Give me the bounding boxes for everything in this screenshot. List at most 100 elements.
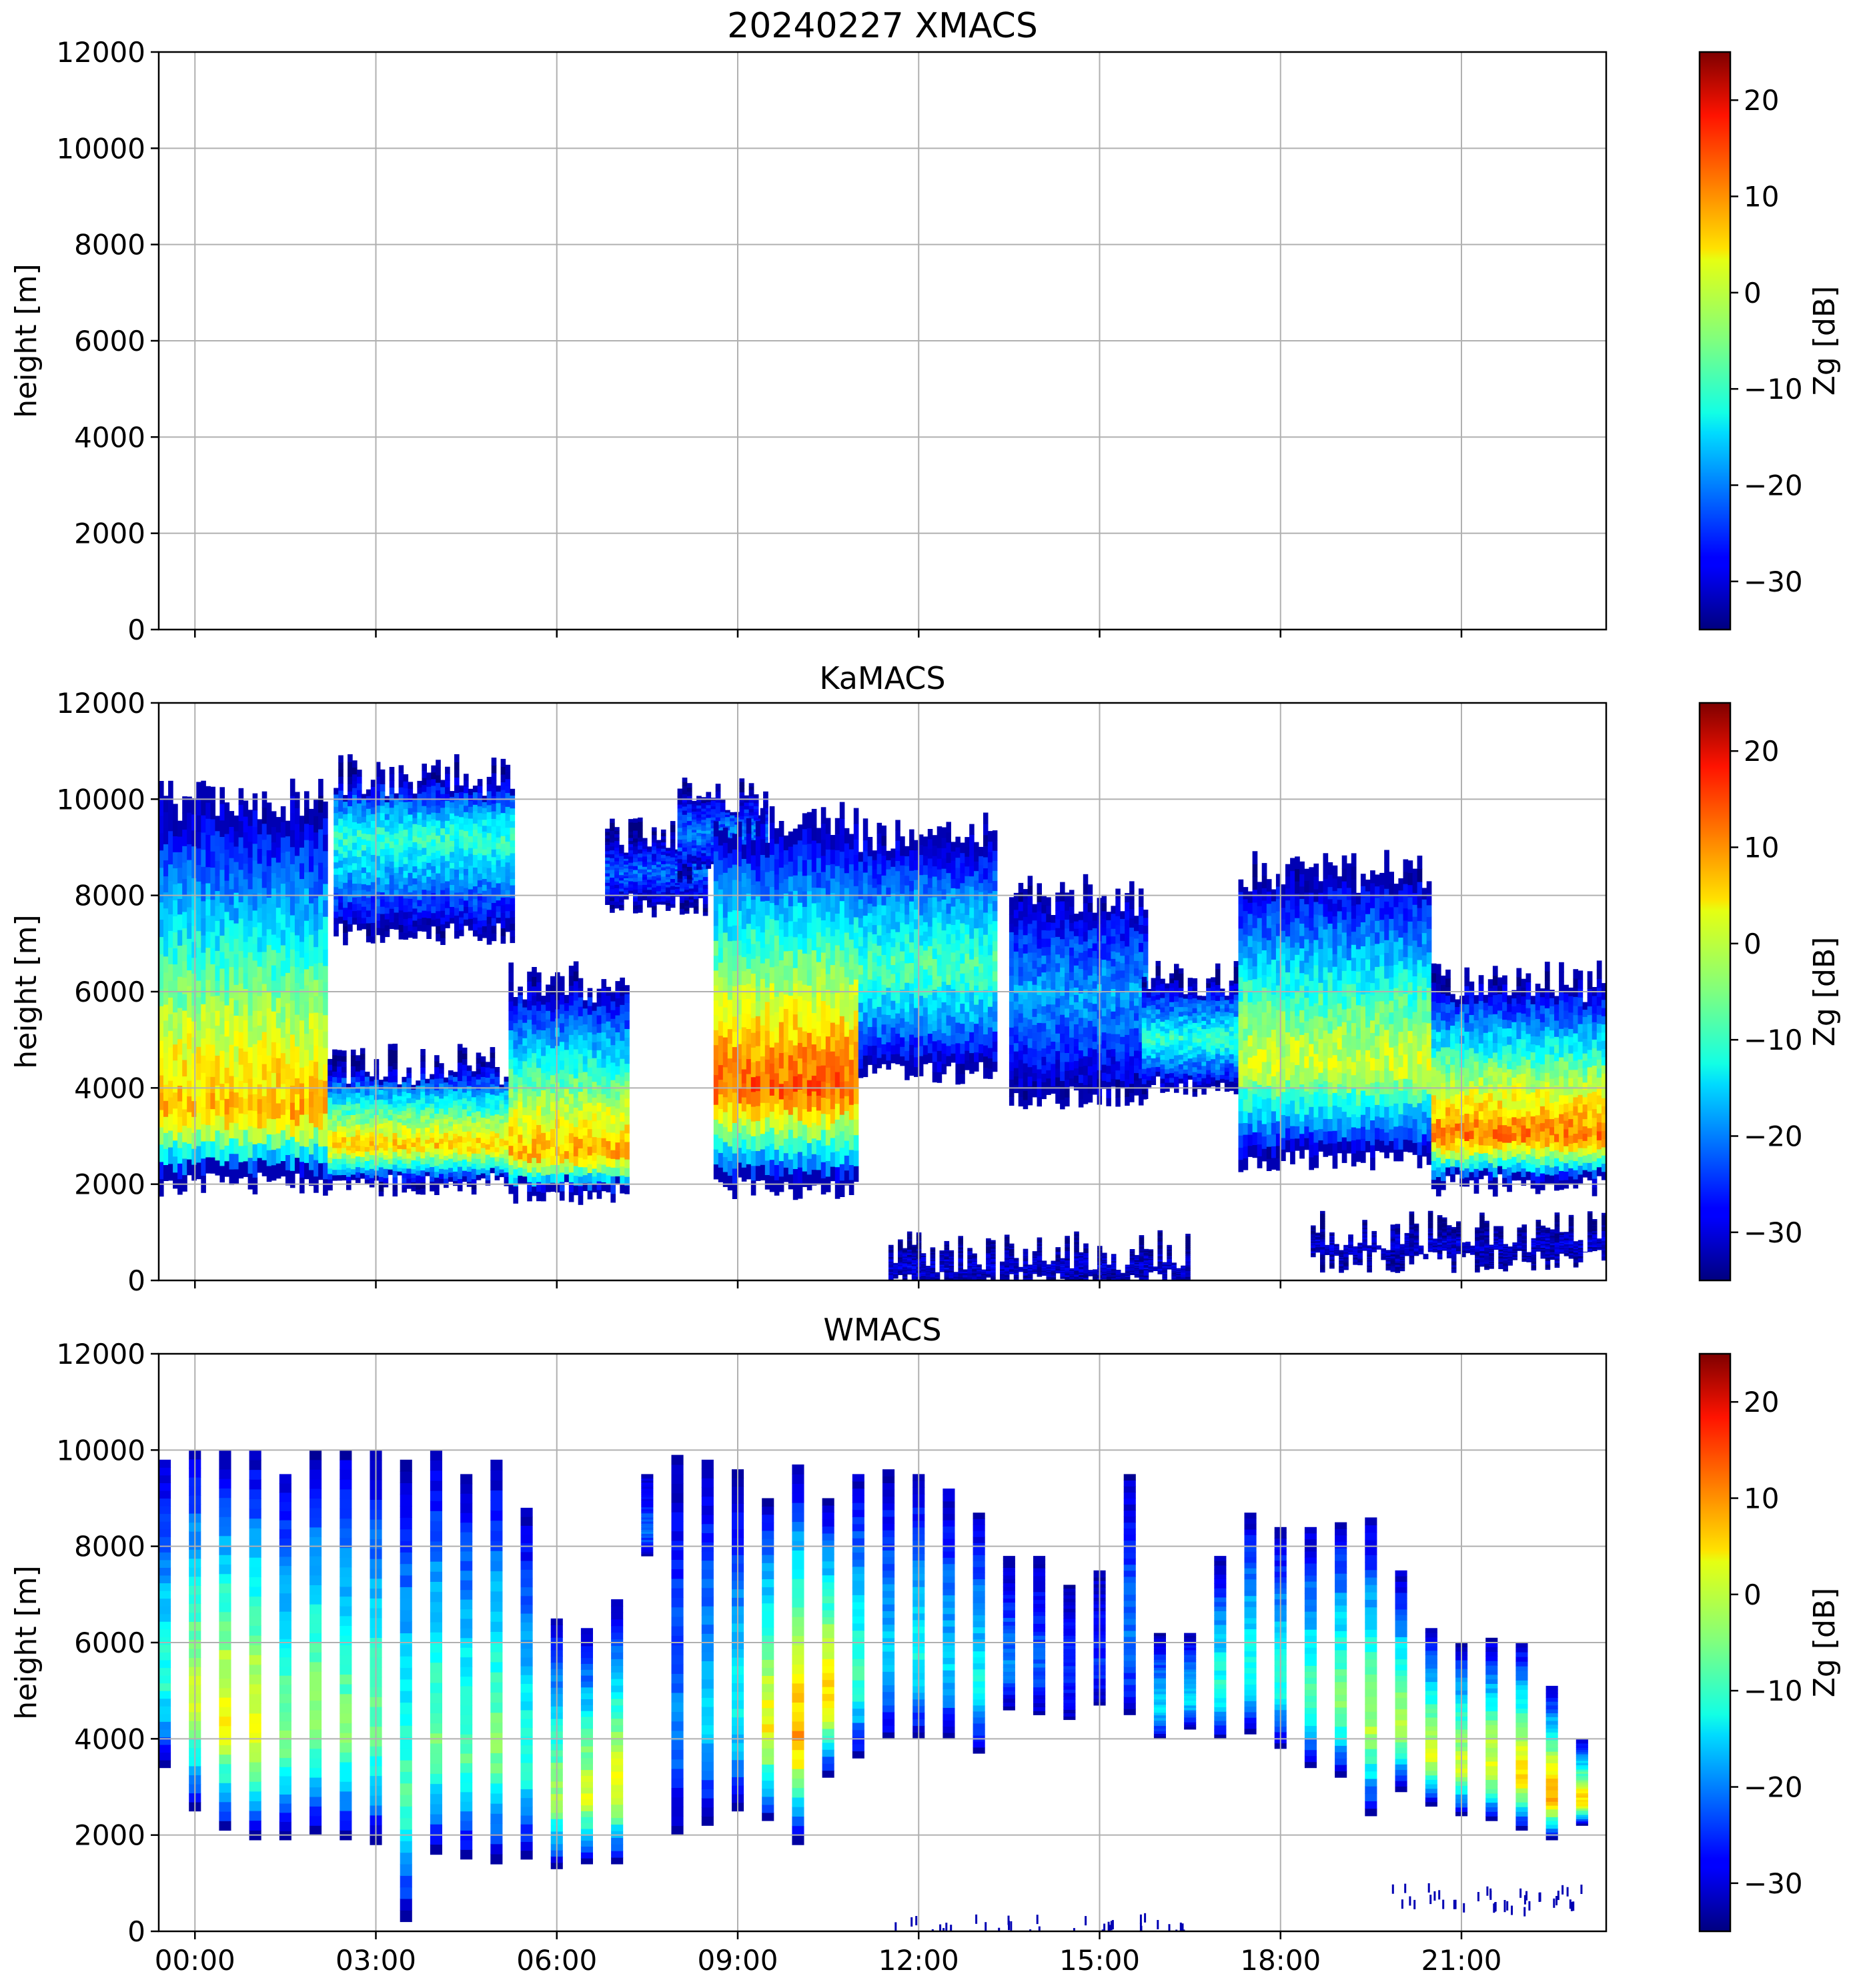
echo-cell — [624, 1072, 630, 1082]
echo-cell — [642, 846, 648, 849]
echo-cell — [182, 1174, 187, 1192]
echo-cell — [686, 820, 692, 826]
echo-cell — [546, 1183, 551, 1192]
echo-cell — [513, 1074, 518, 1084]
echo-cell — [610, 1001, 616, 1010]
echo-cell — [224, 989, 230, 1006]
echo-cell — [505, 890, 511, 898]
echo-cell — [275, 1028, 281, 1044]
echo-cell — [440, 814, 446, 822]
echo-cell — [482, 825, 488, 832]
echo-cell — [500, 858, 506, 867]
echo-cell — [247, 1078, 253, 1095]
echo-cell — [706, 833, 712, 838]
echo-cell — [550, 1074, 556, 1084]
echo-cell — [243, 878, 249, 895]
echo-cell — [210, 964, 215, 980]
echo-cell — [582, 1111, 588, 1120]
echo-cell — [420, 1115, 426, 1122]
echo-cell — [361, 861, 367, 868]
echo-cell — [564, 1057, 570, 1066]
echo-cell — [205, 979, 211, 996]
echo-cell — [633, 870, 638, 874]
echo-cell — [601, 1084, 607, 1094]
echo-cell — [702, 892, 708, 897]
echo-cell — [205, 915, 211, 932]
echo-cell — [587, 1128, 593, 1138]
echo-cell — [684, 902, 690, 906]
echo-cell — [434, 1160, 440, 1166]
echo-cell — [380, 914, 386, 922]
echo-cell — [389, 774, 395, 781]
echo-cell — [229, 920, 235, 936]
echo-cell — [504, 1176, 510, 1182]
echo-cell — [252, 910, 258, 928]
echo-cell — [764, 972, 770, 988]
echo-cell — [720, 814, 726, 818]
echo-cell — [454, 869, 460, 878]
echo-cell — [778, 1130, 784, 1146]
echo-cell — [727, 1160, 733, 1176]
echo-cell — [457, 1184, 463, 1192]
echo-cell — [797, 824, 803, 841]
echo-cell — [332, 1153, 338, 1159]
echo-cell — [806, 1064, 812, 1080]
echo-cell — [334, 806, 339, 814]
echo-cell — [412, 854, 418, 860]
echo-cell — [806, 1158, 812, 1175]
echo-cell — [750, 1150, 756, 1166]
echo-cell — [500, 805, 506, 814]
echo-cell — [285, 1109, 291, 1125]
echo-cell — [196, 947, 201, 964]
echo-cell — [238, 836, 244, 854]
echo-cell — [615, 1066, 620, 1075]
echo-cell — [406, 1108, 412, 1114]
echo-cell — [350, 1136, 356, 1142]
echo-cell — [243, 894, 249, 911]
echo-cell — [802, 1124, 808, 1140]
echo-cell — [430, 1108, 435, 1114]
echo-cell — [394, 889, 400, 896]
echo-cell — [159, 1058, 164, 1076]
echo-cell — [309, 1170, 314, 1186]
echo-cell — [280, 822, 286, 838]
echo-cell — [532, 1167, 537, 1177]
echo-cell — [266, 960, 272, 977]
echo-cell — [426, 834, 432, 842]
echo-cell — [633, 822, 638, 827]
echo-cell — [624, 860, 629, 863]
echo-cell — [500, 790, 506, 798]
echo-cell — [338, 916, 344, 924]
echo-cell — [364, 1174, 370, 1180]
echo-cell — [392, 1050, 398, 1057]
echo-cell — [389, 888, 395, 896]
echo-cell — [416, 1151, 421, 1157]
echo-cell — [408, 834, 414, 841]
echo-cell — [496, 866, 502, 872]
echo-cell — [402, 1178, 407, 1183]
echo-cell — [459, 923, 464, 930]
echo-cell — [486, 923, 492, 931]
echo-cell — [578, 1072, 584, 1082]
echo-cell — [715, 802, 721, 806]
echo-cell — [713, 880, 719, 896]
echo-cell — [328, 1162, 333, 1169]
echo-cell — [665, 863, 671, 867]
echo-cell — [696, 829, 702, 834]
echo-cell — [764, 1160, 770, 1175]
echo-cell — [587, 1040, 593, 1050]
echo-cell — [596, 1014, 602, 1024]
echo-cell — [439, 1158, 444, 1164]
echo-cell — [546, 1028, 551, 1037]
echo-cell — [696, 826, 702, 830]
echo-cell — [224, 911, 230, 928]
echo-cell — [182, 977, 187, 994]
echo-cell — [448, 1130, 454, 1136]
echo-cell — [431, 872, 436, 880]
echo-cell — [357, 836, 362, 844]
echo-cell — [177, 1023, 183, 1040]
echo-cell — [163, 1084, 169, 1101]
echo-cell — [527, 1057, 532, 1068]
echo-cell — [355, 1140, 361, 1146]
echo-cell — [426, 779, 432, 787]
